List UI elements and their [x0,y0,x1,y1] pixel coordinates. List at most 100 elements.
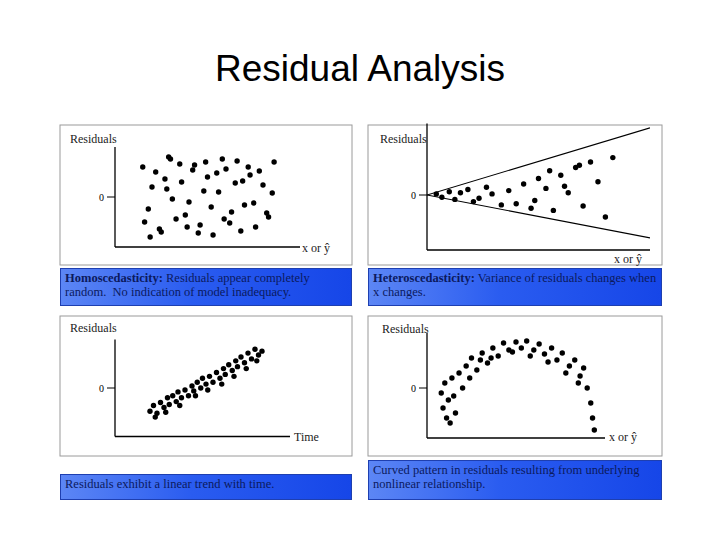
bound-line [427,128,650,195]
point [496,353,501,358]
y-tick-label: 0 [99,383,104,394]
point [183,212,188,217]
point [247,172,252,177]
point [244,366,249,371]
point [451,393,456,398]
point [173,216,178,221]
point [592,427,597,432]
point [217,376,222,381]
point [227,220,232,225]
point [563,370,568,375]
point [488,355,493,360]
point [434,191,439,196]
point [210,379,215,384]
point [242,360,247,365]
point [177,161,182,166]
point [219,381,224,386]
point [205,387,210,392]
point [439,390,444,395]
point [560,350,565,355]
y-tick-label: 0 [411,190,416,201]
point [195,379,200,384]
point [234,158,239,163]
point [458,190,463,195]
point [158,400,163,405]
point [474,367,479,372]
x-axis-label: Time [294,430,319,444]
point [147,234,152,239]
point [490,345,495,350]
x-axis [427,249,650,250]
point [146,206,151,211]
point [506,188,511,193]
point [186,393,191,398]
point [514,201,519,206]
point [230,368,235,373]
point [179,395,184,400]
point [233,180,238,185]
point [238,228,243,233]
point [471,199,476,204]
plot-marks [427,128,650,238]
point [501,340,506,345]
x-axis-label: x or ŷ [302,241,330,255]
point [205,174,210,179]
y-tick [107,197,115,198]
point [184,224,189,229]
point [577,163,582,168]
point [166,154,171,159]
point [562,184,567,189]
point [456,370,461,375]
point [203,381,208,386]
point [478,357,483,362]
point [463,363,468,368]
y-tick [107,388,115,389]
point [161,405,166,410]
point [460,385,465,390]
point [588,159,593,164]
point [198,385,203,390]
point [479,350,484,355]
point [444,415,449,420]
point [536,341,541,346]
y-axis-label: Residuals [382,322,429,336]
point [220,156,225,161]
point [465,187,470,192]
point [203,159,208,164]
point [209,204,214,209]
point [153,414,158,419]
point [439,195,444,200]
caption: Homoscedasticity: Residuals appear compl… [60,268,352,306]
point [223,372,228,377]
point [142,219,147,224]
point [499,202,504,207]
point [196,230,201,235]
x-axis-label: x or ŷ [609,430,637,444]
point [551,208,556,213]
point [260,182,265,187]
panel-frame [60,125,352,265]
point [221,216,226,221]
point [549,345,554,350]
point [231,374,236,379]
point [223,166,228,171]
point [442,380,447,385]
point [447,189,452,194]
point [207,374,212,379]
point [270,190,275,195]
caption-term: Homoscedasticity: [65,271,163,285]
point [229,209,234,214]
point [259,348,264,353]
point [149,184,154,189]
point [545,359,550,364]
point [610,155,615,160]
point [186,199,191,204]
caption-text: Residuals exhibit a linear trend with ti… [65,477,274,491]
point [165,395,170,400]
panel: 0ResidualsTime [60,316,352,456]
point [590,415,595,420]
point [235,364,240,369]
y-tick-label: 0 [411,383,416,394]
point [528,353,533,358]
caption: Residuals exhibit a linear trend with ti… [60,474,352,500]
